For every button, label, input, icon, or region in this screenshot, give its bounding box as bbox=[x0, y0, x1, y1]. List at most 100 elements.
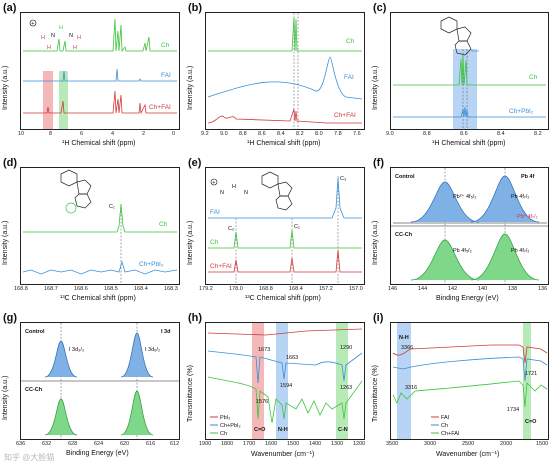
tick: 8.0 bbox=[315, 131, 323, 137]
series-fai bbox=[23, 68, 177, 82]
panel-e-ylabel: Intensity (a.u.) bbox=[187, 220, 194, 265]
legend-fai: FAI bbox=[161, 72, 171, 79]
panel-i-xlabel: Wavenumber (cm⁻¹) bbox=[436, 451, 500, 458]
panel-a-svg: Ch FAI Ch+FAI + H N H N H H H bbox=[23, 18, 177, 129]
colchicine-molecule-icon bbox=[261, 171, 293, 211]
tick: 4 bbox=[111, 131, 114, 137]
panel-g-xticks: 636 632 628 624 620 616 612 bbox=[16, 441, 179, 447]
series-ch-fai bbox=[392, 380, 548, 408]
fit-control-pb4f52 bbox=[410, 181, 480, 223]
panel-c-svg: Ch Ch+PbI₂ bbox=[393, 16, 546, 129]
svg-text:H: H bbox=[77, 35, 81, 41]
panel-i-plot: N-H 3366 3316 1721 1734 C=O FAI Ch Ch+FA… bbox=[390, 322, 549, 440]
panel-h-xticks: 1900 1800 1700 1600 1500 1400 1300 1200 bbox=[199, 441, 365, 447]
tick: 632 bbox=[42, 441, 51, 447]
co-label: C=O bbox=[254, 427, 266, 433]
tick: 8.4 bbox=[277, 131, 285, 137]
fit-control-i3d32 bbox=[44, 340, 78, 378]
series-ch bbox=[207, 376, 363, 424]
tick: 168.5 bbox=[104, 286, 118, 292]
panel-b-xlabel: ¹H Chemical shift (ppm) bbox=[247, 140, 321, 147]
tick: 624 bbox=[94, 441, 103, 447]
co-label: C=O bbox=[525, 419, 537, 425]
annotation: 1290 bbox=[340, 345, 352, 351]
series-ch-fai bbox=[207, 108, 362, 124]
annotation: 1663 bbox=[286, 355, 298, 361]
annotation: Pb 4f₇/₂ bbox=[511, 194, 529, 200]
panel-c-label: (c) bbox=[373, 2, 387, 14]
tick: 3000 bbox=[424, 441, 436, 447]
panel-g-label: (g) bbox=[3, 312, 18, 324]
cn-band bbox=[336, 323, 348, 439]
svg-text:+: + bbox=[212, 180, 215, 186]
row-control: Control bbox=[25, 329, 45, 335]
panel-c-plot: Ch Ch+PbI₂ bbox=[390, 12, 549, 130]
tick: 9.0 bbox=[220, 131, 228, 137]
panel-c-xticks: 9.0 8.8 8.6 8.4 8.2 bbox=[386, 131, 542, 137]
tick: 168.4 bbox=[289, 286, 303, 292]
fit-control-pb4f72 bbox=[470, 175, 540, 223]
series-ch-pbi2 bbox=[22, 260, 178, 275]
svg-text:+: + bbox=[31, 21, 34, 27]
svg-text:N: N bbox=[244, 190, 248, 196]
panel-a-xticks: 10 8 6 4 2 0 bbox=[18, 131, 175, 137]
tick: 1900 bbox=[199, 441, 211, 447]
annotation: Pb 4f₇/₂ bbox=[511, 248, 529, 254]
panel-h-label: (h) bbox=[188, 312, 203, 324]
row-control: Control bbox=[395, 174, 415, 180]
tick: 10 bbox=[18, 131, 24, 137]
c1-annotation: C₁ bbox=[109, 204, 115, 210]
panel-h-xlabel: Wavenumber (cm⁻¹) bbox=[251, 451, 315, 458]
annotation: 3366 bbox=[401, 345, 413, 351]
tick: 7.8 bbox=[334, 131, 342, 137]
tick: 1500 bbox=[287, 441, 299, 447]
panel-f: (f) Intensity (a.u.) Control CC-Ch Pb 4f… bbox=[370, 155, 554, 310]
c3-annotation: C₃ bbox=[340, 176, 346, 182]
co-band bbox=[523, 323, 531, 439]
series-fai bbox=[208, 177, 362, 219]
svg-text:H: H bbox=[59, 25, 63, 31]
tick: 636 bbox=[16, 441, 25, 447]
panel-g-ylabel: Intensity (a.u.) bbox=[2, 375, 9, 420]
nh-label: N-H bbox=[278, 427, 288, 433]
series-ch bbox=[23, 203, 177, 233]
c2-annotation: C₂ bbox=[228, 226, 234, 232]
fit-ccch-pb4f52 bbox=[410, 239, 480, 281]
series-ch bbox=[208, 229, 362, 249]
tick: 1300 bbox=[331, 441, 343, 447]
series-ch-pbi2 bbox=[207, 350, 363, 384]
panel-f-plot: Control CC-Ch Pb 4f Pb²⁺ 4f₅/₂ Pb 4f₇/₂ … bbox=[390, 167, 549, 285]
panel-c: (c) Intensity (a.u.) Ch Ch+PbI₂ 9.0 8.8 … bbox=[370, 0, 554, 155]
panel-b-svg: Ch FAI Ch+FAI bbox=[207, 13, 363, 129]
series-ch bbox=[392, 356, 548, 382]
panel-a-label: (a) bbox=[3, 2, 17, 14]
tick: 612 bbox=[170, 441, 179, 447]
panel-h-ylabel: Transmittance (%) bbox=[187, 365, 194, 422]
tick: 1700 bbox=[243, 441, 255, 447]
tick: 628 bbox=[68, 441, 77, 447]
tick: 168.8 bbox=[259, 286, 273, 292]
svg-text:H: H bbox=[47, 45, 51, 51]
legend-ch-pbi2: Ch+PbI₂ bbox=[220, 423, 241, 429]
panel-b-xticks: 9.2 9.0 8.8 8.6 8.4 8.2 8.0 7.8 7.6 bbox=[201, 131, 361, 137]
panel-g-svg: Control CC-Ch I 3d I 3d₃/₂ I 3d₅/₂ bbox=[21, 323, 179, 439]
panel-f-ylabel: Intensity (a.u.) bbox=[372, 220, 379, 265]
legend-fai: FAI bbox=[441, 415, 450, 421]
tick: 138 bbox=[508, 286, 517, 292]
tick: 144 bbox=[418, 286, 427, 292]
tick: 168.7 bbox=[44, 286, 58, 292]
watermark: 知乎 @大脸猫 bbox=[4, 453, 55, 462]
tick: 168.4 bbox=[134, 286, 148, 292]
panel-g-xlabel: Binding Energy (eV) bbox=[66, 450, 129, 457]
legend-ch-pbi2: Ch+PbI₂ bbox=[139, 261, 164, 268]
tick: 8 bbox=[49, 131, 52, 137]
annotation: Pb 4f₅/₂ bbox=[453, 248, 472, 254]
cn-label: C-N bbox=[338, 427, 348, 433]
series-ch-pbi2 bbox=[393, 106, 546, 118]
legend-ch-fai: Ch+FAI bbox=[334, 112, 356, 119]
legend-ch-fai: Ch+FAI bbox=[149, 104, 171, 111]
panel-b: (b) Intensity (a.u.) Ch FAI Ch+FAI 9.2 9… bbox=[185, 0, 370, 155]
legend-ch-fai: Ch+FAI bbox=[210, 263, 232, 270]
colchicine-molecule-icon bbox=[60, 169, 92, 214]
annotation: I 3d₅/₂ bbox=[145, 347, 160, 353]
